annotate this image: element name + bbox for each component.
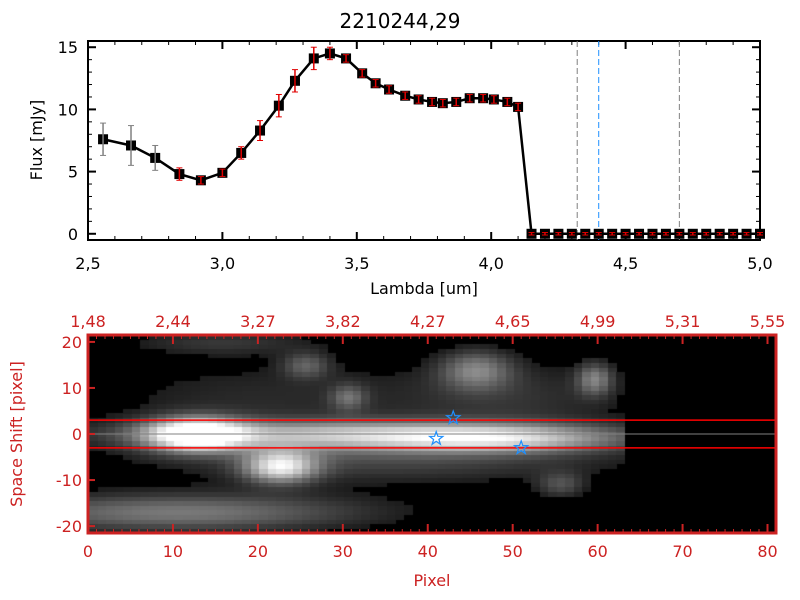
- top-x-tick-label: 5,31: [665, 312, 701, 331]
- y-tick-label: 20: [62, 333, 82, 352]
- top-x-tick-label: 1,48: [70, 312, 106, 331]
- chart-title: 2210244,29: [340, 9, 461, 33]
- x-tick-label: 20: [248, 542, 268, 561]
- top-x-tick-label: 4,27: [410, 312, 446, 331]
- x-tick-label: 70: [672, 542, 692, 561]
- x-axis-label: Pixel: [413, 571, 450, 590]
- x-tick-label: 2,5: [75, 254, 100, 273]
- x-tick-label: 60: [587, 542, 607, 561]
- x-tick-label: 3,0: [210, 254, 235, 273]
- top-x-tick-label: 5,55: [750, 312, 786, 331]
- x-tick-label: 3,5: [344, 254, 369, 273]
- star-marker: [444, 409, 462, 425]
- y-tick-label: 5: [68, 163, 78, 182]
- y-axis-label: Space Shift [pixel]: [7, 361, 26, 507]
- x-tick-label: 80: [757, 542, 777, 561]
- y-tick-label: 15: [58, 38, 78, 57]
- top-x-tick-label: 4,65: [495, 312, 531, 331]
- x-tick-label: 5,0: [747, 254, 772, 273]
- y-tick-label: -10: [56, 471, 82, 490]
- y-tick-label: 10: [62, 379, 82, 398]
- x-tick-label: 4,0: [478, 254, 503, 273]
- x-tick-label: 40: [418, 542, 438, 561]
- x-tick-label: 4,5: [613, 254, 638, 273]
- star-marker: [427, 429, 445, 446]
- top-x-tick-label: 2,44: [155, 312, 191, 331]
- star-marker: [512, 438, 530, 456]
- y-tick-label: 10: [58, 100, 78, 119]
- y-tick-label: 0: [72, 425, 82, 444]
- x-tick-label: 50: [503, 542, 523, 561]
- y-tick-label: -20: [56, 517, 82, 536]
- top-x-tick-label: 3,82: [325, 312, 361, 331]
- x-tick-label: 0: [83, 542, 93, 561]
- x-axis-label: Lambda [um]: [370, 279, 478, 298]
- y-axis-label: Flux [mJy]: [27, 100, 46, 181]
- top-x-tick-label: 4,99: [580, 312, 616, 331]
- x-tick-label: 10: [163, 542, 183, 561]
- y-tick-label: 0: [68, 225, 78, 244]
- plot-frame: [87, 40, 761, 241]
- top-x-tick-label: 3,27: [240, 312, 276, 331]
- x-tick-label: 30: [333, 542, 353, 561]
